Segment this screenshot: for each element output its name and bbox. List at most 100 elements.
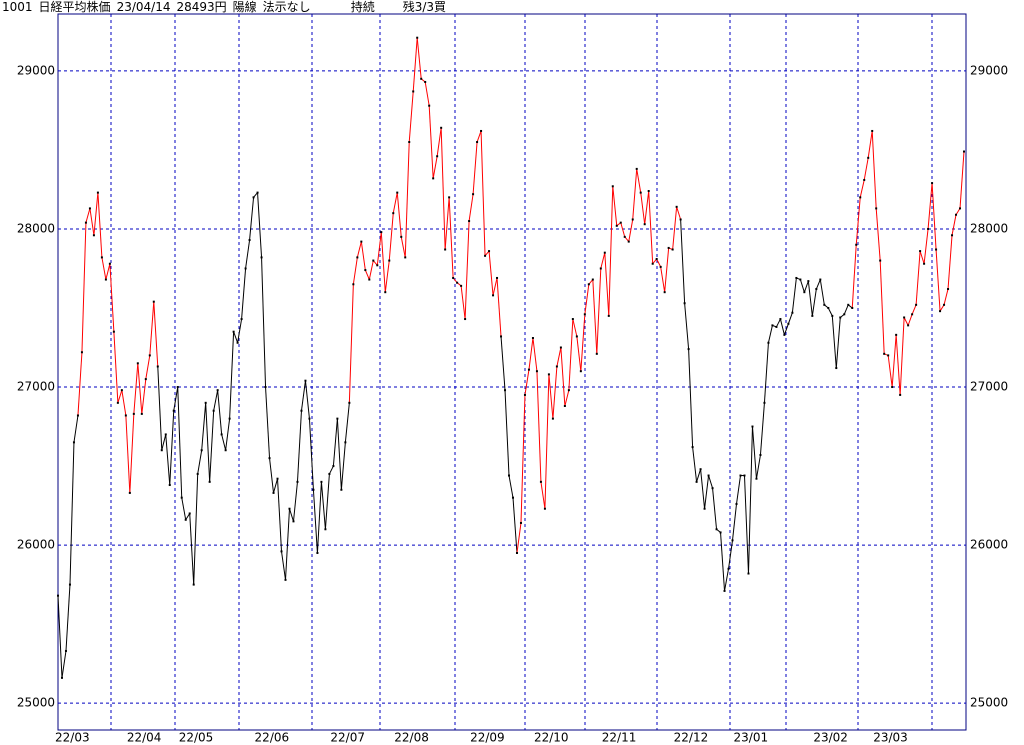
- line-segment: [632, 168, 638, 220]
- data-point: [755, 477, 758, 480]
- line-segment: [328, 465, 334, 475]
- line-segment: [608, 186, 614, 316]
- data-point: [723, 589, 726, 592]
- data-point: [575, 335, 578, 338]
- data-point: [627, 240, 630, 243]
- data-point: [464, 318, 467, 321]
- data-point: [192, 583, 195, 586]
- line-segment: [819, 279, 825, 305]
- line-segment: [887, 355, 893, 388]
- data-point: [196, 472, 199, 475]
- line-segment: [221, 434, 227, 451]
- data-point: [376, 264, 379, 267]
- data-point: [891, 386, 894, 389]
- data-point: [587, 283, 590, 286]
- data-point: [943, 303, 946, 306]
- line-segment: [548, 374, 554, 419]
- line-segment: [213, 390, 219, 411]
- data-point: [420, 77, 423, 80]
- line-segment: [344, 402, 350, 443]
- y-tick-label: 29000: [17, 63, 55, 77]
- data-point: [296, 480, 299, 483]
- data-point: [675, 205, 678, 208]
- line-segment: [265, 386, 271, 459]
- line-segment: [724, 568, 730, 591]
- line-segment: [736, 475, 741, 505]
- data-point: [88, 207, 91, 210]
- line-segment: [277, 478, 283, 552]
- data-point: [703, 507, 706, 510]
- line-segment: [137, 363, 143, 414]
- line-segment: [907, 314, 913, 326]
- data-point: [388, 259, 391, 262]
- data-point: [236, 341, 239, 344]
- data-point: [807, 280, 810, 283]
- data-point: [168, 484, 171, 487]
- y2-tick-label: 28000: [970, 221, 1008, 235]
- line-segment: [500, 336, 506, 391]
- x-tick-label: 22/12: [674, 731, 709, 745]
- x-tick-label: 22/07: [330, 731, 365, 745]
- data-point: [380, 231, 383, 234]
- data-point: [204, 401, 207, 404]
- line-segment: [879, 260, 885, 354]
- line-segment: [867, 130, 873, 158]
- line-segment: [185, 513, 191, 521]
- data-point: [767, 341, 770, 344]
- line-segment: [508, 475, 514, 498]
- price: 28493円: [176, 0, 227, 14]
- data-point: [60, 676, 63, 679]
- data-point: [959, 207, 962, 210]
- data-point: [424, 80, 427, 83]
- data-point: [787, 322, 790, 325]
- line-segment: [233, 331, 239, 343]
- data-point: [400, 235, 403, 238]
- data-point: [268, 457, 271, 460]
- data-point: [76, 414, 79, 417]
- data-point: [715, 528, 718, 531]
- line-segment: [811, 288, 817, 316]
- line-segment: [181, 497, 187, 520]
- line-segment: [368, 260, 374, 280]
- x-tick-label: 22/11: [602, 731, 637, 745]
- data-point: [64, 649, 67, 652]
- line-segment: [392, 192, 398, 214]
- line-segment: [596, 268, 602, 354]
- data-point: [679, 218, 682, 221]
- data-point: [292, 520, 295, 523]
- data-point: [404, 256, 407, 259]
- line-segment: [261, 257, 267, 388]
- line-segment: [289, 508, 294, 522]
- line-segment: [779, 318, 785, 335]
- line-segment: [875, 208, 881, 261]
- data-point: [252, 196, 255, 199]
- line-segment: [568, 319, 574, 391]
- data-point: [472, 193, 475, 196]
- line-segment: [572, 318, 578, 337]
- data-point: [871, 129, 874, 132]
- data-point: [839, 316, 842, 319]
- line-segment: [540, 481, 546, 509]
- data-point: [100, 256, 103, 259]
- line-segment: [304, 380, 310, 419]
- data-point: [563, 404, 566, 407]
- data-point: [659, 265, 662, 268]
- line-segment: [827, 307, 833, 317]
- data-point: [739, 474, 742, 477]
- line-segment: [332, 418, 338, 467]
- data-point: [603, 251, 606, 254]
- data-point: [216, 389, 219, 392]
- line-segment: [296, 410, 302, 482]
- line-segment: [791, 277, 797, 313]
- data-point: [112, 330, 115, 333]
- data-point: [504, 389, 507, 392]
- line-segment: [356, 241, 362, 258]
- data-point: [779, 318, 782, 321]
- y-tick-label: 28000: [17, 221, 55, 235]
- data-point: [763, 401, 766, 404]
- line-segment: [284, 508, 290, 580]
- line-segment: [320, 481, 326, 530]
- line-segment: [89, 208, 95, 236]
- data-point: [68, 583, 71, 586]
